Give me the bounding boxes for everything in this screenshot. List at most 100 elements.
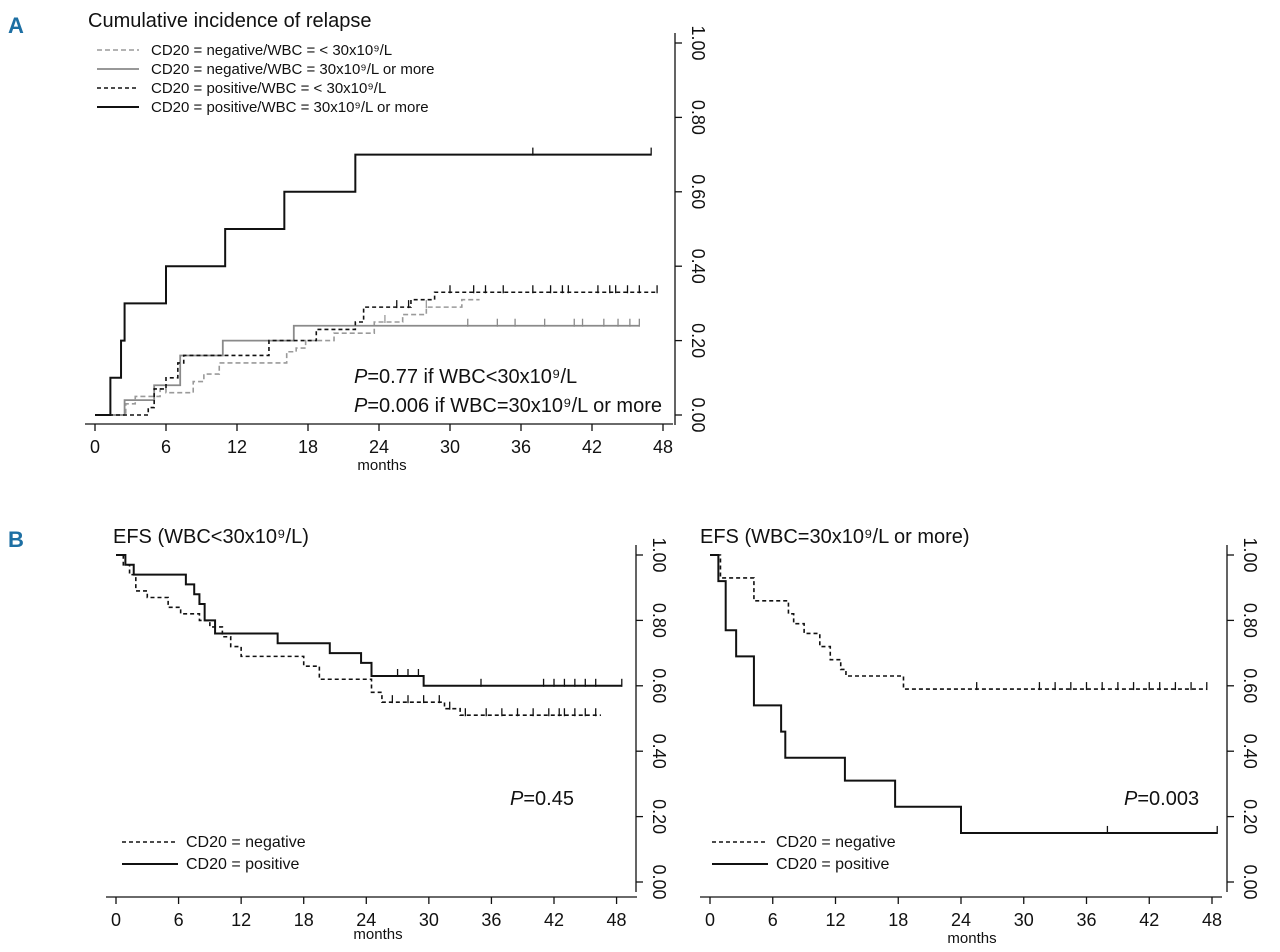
x-tick-label: 42: [582, 437, 602, 457]
y-tick-label: 0.80: [1240, 603, 1260, 638]
y-tick-label: 0.80: [688, 100, 708, 135]
x-tick-label: 24: [356, 910, 376, 930]
p-value-annotation: P=0.77 if WBC<30x10⁹/L: [354, 366, 577, 388]
x-tick-label: 6: [161, 437, 171, 457]
series-4: [95, 147, 652, 416]
series-1: [710, 554, 1208, 691]
y-tick-label: 0.60: [688, 174, 708, 209]
x-tick-label: 6: [174, 910, 184, 930]
p-value-symbol: P: [1124, 788, 1138, 810]
y-tick-label: 0.00: [1240, 864, 1260, 899]
series-line: [95, 153, 652, 416]
x-axis: 0 6 12 18 24 30 36 42 48 months: [85, 423, 673, 474]
x-axis-label: months: [353, 926, 402, 943]
p-value-symbol: P: [354, 366, 368, 388]
legend-label: CD20 = positive/WBC = < 30x10⁹/L: [151, 80, 386, 97]
legend-label: CD20 = positive: [776, 856, 889, 873]
x-tick-label: 0: [90, 437, 100, 457]
legend-label: CD20 = negative: [186, 834, 306, 851]
x-tick-label: 12: [231, 910, 251, 930]
legend-label: CD20 = negative: [776, 834, 896, 851]
x-tick-label: 18: [294, 910, 314, 930]
y-tick-label: 0.80: [649, 603, 669, 638]
p-value-text: =0.77 if WBC<30x10⁹/L: [367, 366, 577, 388]
x-tick-label: 42: [1139, 910, 1159, 930]
chart-cumulative-incidence: Cumulative incidence of relapse 0 6 12 18 24 3…: [85, 10, 708, 474]
y-tick-label: 0.60: [649, 668, 669, 703]
p-value-text: =0.45: [523, 788, 574, 810]
chart-title: EFS (WBC<30x10⁹/L): [113, 526, 309, 548]
series-2: [95, 318, 640, 416]
x-axis: 0 6 12 18 24 30 36 42 48 months: [106, 896, 637, 943]
x-tick-label: 36: [1076, 910, 1096, 930]
y-tick-label: 0.00: [649, 864, 669, 899]
legend-label: CD20 = positive/WBC = 30x10⁹/L or more: [151, 99, 429, 116]
x-tick-label: 0: [111, 910, 121, 930]
x-tick-label: 6: [768, 910, 778, 930]
x-tick-label: 48: [1202, 910, 1222, 930]
y-tick-label: 0.40: [1240, 734, 1260, 769]
x-tick-label: 18: [888, 910, 908, 930]
x-tick-label: 48: [653, 437, 673, 457]
p-value-annotation: P=0.45: [510, 788, 574, 810]
y-axis: 0.00 0.20 0.40 0.60 0.80 1.00: [1226, 537, 1260, 900]
y-tick-label: 1.00: [1240, 537, 1260, 572]
x-tick-label: 30: [419, 910, 439, 930]
legend-label: CD20 = negative/WBC = < 30x10⁹/L: [151, 42, 392, 59]
legend: CD20 = negative CD20 = positive: [122, 834, 306, 873]
series-line: [95, 298, 480, 416]
y-axis: 0.00 0.20 0.40 0.60 0.80 1.00: [674, 25, 708, 433]
legend: CD20 = negative/WBC = < 30x10⁹/L CD20 = n…: [97, 42, 435, 116]
y-tick-label: 1.00: [688, 25, 708, 60]
legend: CD20 = negative CD20 = positive: [712, 834, 896, 873]
y-tick-label: 0.20: [649, 799, 669, 834]
x-tick-label: 24: [951, 910, 971, 930]
x-tick-label: 42: [544, 910, 564, 930]
legend-label: CD20 = negative/WBC = 30x10⁹/L or more: [151, 61, 435, 78]
x-tick-label: 12: [825, 910, 845, 930]
x-tick-label: 24: [369, 437, 389, 457]
x-tick-label: 36: [511, 437, 531, 457]
p-value-symbol: P: [354, 395, 368, 417]
series-line: [710, 554, 1218, 834]
p-value-annotation: P=0.006 if WBC=30x10⁹/L or more: [354, 395, 662, 417]
x-tick-label: 30: [440, 437, 460, 457]
chart-efs-low-wbc: EFS (WBC<30x10⁹/L) 0 6 12 18 24 30 36 42 48 months…: [106, 526, 669, 943]
chart-efs-high-wbc: EFS (WBC=30x10⁹/L or more) 0 6 12 18 24 30 36 42…: [700, 526, 1260, 947]
series-2: [116, 554, 623, 687]
x-axis-label: months: [357, 457, 406, 474]
series-line: [116, 554, 601, 717]
y-tick-label: 0.00: [688, 397, 708, 432]
x-axis-label: months: [947, 930, 996, 947]
chart-title: EFS (WBC=30x10⁹/L or more): [700, 526, 970, 548]
x-tick-label: 36: [481, 910, 501, 930]
x-tick-label: 12: [227, 437, 247, 457]
y-tick-label: 0.40: [688, 249, 708, 284]
chart-title: Cumulative incidence of relapse: [88, 10, 372, 32]
x-tick-label: 0: [705, 910, 715, 930]
panel-letter-b: B: [8, 527, 24, 552]
p-value-symbol: P: [510, 788, 524, 810]
p-value-text: =0.006 if WBC=30x10⁹/L or more: [367, 395, 662, 417]
y-tick-label: 0.60: [1240, 668, 1260, 703]
x-axis: 0 6 12 18 24 30 36 42 48 months: [700, 896, 1222, 947]
x-tick-label: 18: [298, 437, 318, 457]
y-tick-label: 0.20: [688, 323, 708, 358]
p-value-annotation: P=0.003: [1124, 788, 1199, 810]
series-line: [95, 324, 640, 416]
series-3: [95, 285, 658, 416]
y-tick-label: 0.40: [649, 734, 669, 769]
series-1: [95, 298, 480, 416]
p-value-text: =0.003: [1137, 788, 1199, 810]
panel-letter-a: A: [8, 13, 24, 38]
legend-label: CD20 = positive: [186, 856, 299, 873]
y-tick-label: 1.00: [649, 537, 669, 572]
x-tick-label: 30: [1014, 910, 1034, 930]
y-tick-label: 0.20: [1240, 799, 1260, 834]
series-line: [95, 291, 658, 416]
y-axis: 0.00 0.20 0.40 0.60 0.80 1.00: [635, 537, 669, 900]
series-1: [116, 554, 601, 717]
series-2: [710, 554, 1218, 834]
series-line: [710, 554, 1207, 690]
